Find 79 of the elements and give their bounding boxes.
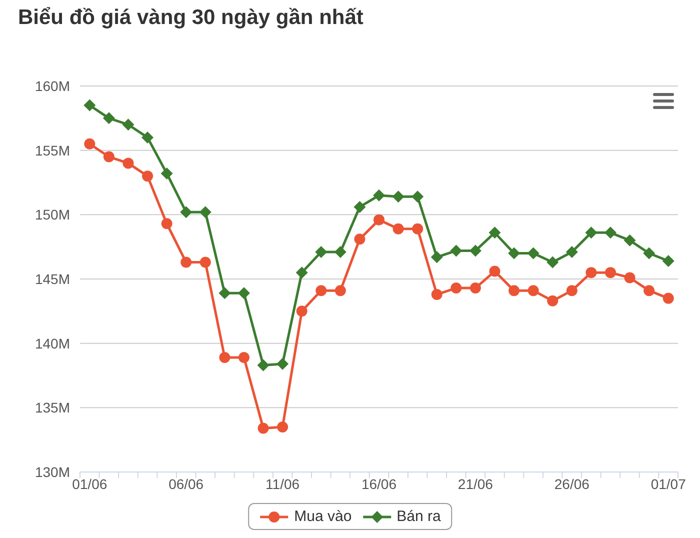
point <box>199 206 212 218</box>
point <box>662 254 674 267</box>
point <box>392 190 404 203</box>
point <box>258 422 269 434</box>
point <box>277 421 288 432</box>
point <box>238 352 250 363</box>
point <box>200 256 211 268</box>
chart-title: Biểu đồ giá vàng 30 ngày gần nhất <box>18 6 364 30</box>
point <box>430 251 443 264</box>
point <box>354 234 366 245</box>
point <box>662 292 674 304</box>
legend-label: Bán ra <box>396 508 441 525</box>
point <box>508 247 520 260</box>
point <box>218 287 231 300</box>
point <box>604 226 616 239</box>
y-tick-label: 135M <box>34 400 70 416</box>
point <box>489 266 500 277</box>
point <box>586 267 597 278</box>
point <box>431 288 442 300</box>
point <box>334 246 346 258</box>
y-tick-label: 140M <box>34 335 70 352</box>
point <box>219 352 230 363</box>
point <box>547 295 558 306</box>
point <box>296 266 308 279</box>
point <box>412 190 424 203</box>
point <box>644 285 655 296</box>
x-tick-label: 11/06 <box>266 476 300 492</box>
point <box>334 285 346 296</box>
y-tick-label: 145M <box>34 270 70 287</box>
point <box>527 247 540 260</box>
point <box>316 285 327 296</box>
point <box>392 223 404 234</box>
x-tick-label: 16/06 <box>361 476 397 492</box>
y-tick-label: 130M <box>34 464 70 480</box>
y-tick-label: 160M <box>34 78 70 94</box>
x-tick-label: 26/06 <box>554 476 590 492</box>
x-tick-label: 21/06 <box>458 476 494 492</box>
point <box>546 256 559 268</box>
point <box>566 246 578 258</box>
point <box>315 246 328 258</box>
point <box>103 151 114 162</box>
point <box>354 200 366 213</box>
legend-label: Mua vào <box>294 508 352 525</box>
point <box>374 214 384 226</box>
point <box>122 158 134 169</box>
point <box>469 244 482 257</box>
point <box>643 247 656 260</box>
point <box>160 167 173 180</box>
point <box>142 131 154 144</box>
point <box>566 285 578 296</box>
y-tick-label: 150M <box>34 206 70 223</box>
point <box>238 287 250 300</box>
point <box>373 189 385 202</box>
x-tick-label: 01/06 <box>72 476 108 492</box>
point <box>585 226 598 239</box>
point <box>470 282 481 294</box>
point <box>102 112 115 124</box>
point <box>528 285 539 296</box>
point <box>624 272 636 284</box>
point <box>257 359 270 372</box>
point <box>450 244 462 257</box>
point <box>508 285 520 296</box>
x-tick-label: 06/06 <box>168 476 204 492</box>
x-tick-label: 01/07 <box>650 476 686 492</box>
point <box>276 358 289 370</box>
point <box>450 282 462 294</box>
point <box>180 206 192 218</box>
point <box>296 306 308 317</box>
point <box>180 256 192 268</box>
point <box>84 99 96 112</box>
point <box>142 170 154 182</box>
point <box>122 118 134 131</box>
point <box>412 223 424 234</box>
point <box>604 267 616 278</box>
point <box>488 226 501 239</box>
y-tick-label: 155M <box>34 142 70 158</box>
point <box>161 218 172 230</box>
point <box>624 234 636 246</box>
point <box>84 138 96 150</box>
